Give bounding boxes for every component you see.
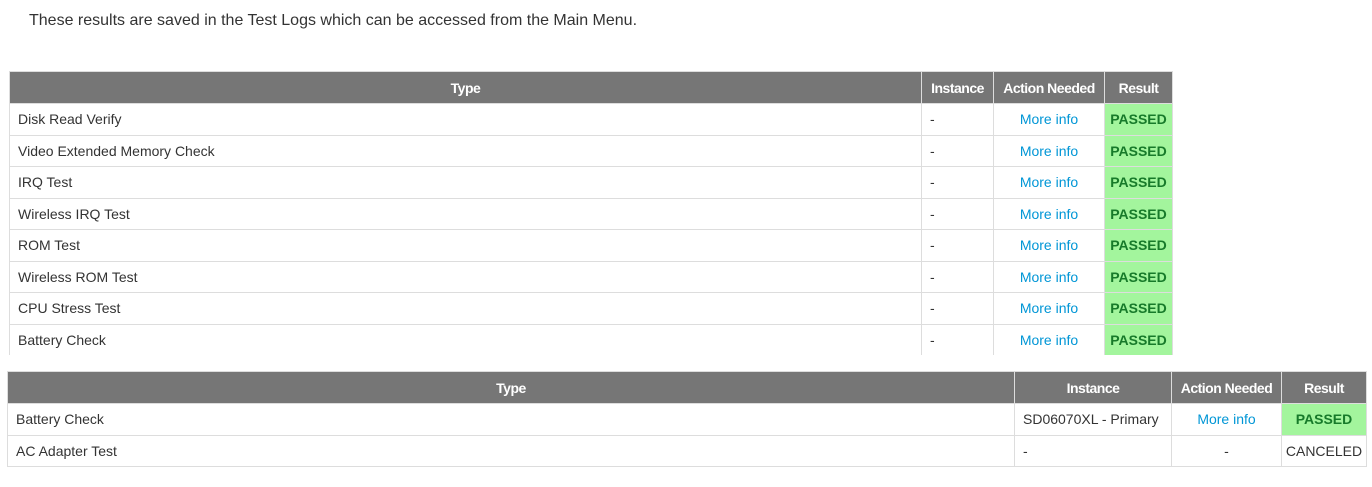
- table-row: Battery Check SD06070XL - Primary More i…: [7, 403, 1367, 436]
- results-table-battery: Type Instance Action Needed Result Batte…: [7, 371, 1367, 467]
- table-row: Wireless ROM Test - More info PASSED: [9, 260, 1173, 293]
- table-row: CPU Stress Test - More info PASSED: [9, 292, 1173, 325]
- action-cell: More info: [993, 197, 1105, 230]
- result-badge: PASSED: [1104, 323, 1173, 355]
- table-row: Wireless IRQ Test - More info PASSED: [9, 197, 1173, 230]
- instance-cell: -: [921, 134, 994, 167]
- action-cell: More info: [993, 292, 1105, 325]
- table-row: Disk Read Verify - More info PASSED: [9, 103, 1173, 136]
- col-result: Result: [1104, 71, 1173, 104]
- instance-cell: -: [921, 260, 994, 293]
- instance-cell: -: [921, 229, 994, 262]
- action-cell: More info: [993, 134, 1105, 167]
- table-row: Battery Check - More info PASSED: [9, 323, 1173, 355]
- result-badge: PASSED: [1104, 260, 1173, 293]
- type-cell: Battery Check: [7, 403, 1015, 436]
- action-cell: -: [1171, 434, 1282, 467]
- action-cell: More info: [993, 260, 1105, 293]
- result-badge: PASSED: [1104, 134, 1173, 167]
- more-info-link[interactable]: More info: [1019, 111, 1079, 128]
- type-cell: Disk Read Verify: [9, 103, 922, 136]
- more-info-link[interactable]: More info: [1019, 268, 1079, 285]
- more-info-link[interactable]: More info: [1019, 237, 1079, 254]
- type-cell: ROM Test: [9, 229, 922, 262]
- instance-cell: -: [921, 166, 994, 199]
- type-cell: IRQ Test: [9, 166, 922, 199]
- type-cell: CPU Stress Test: [9, 292, 922, 325]
- type-cell: Video Extended Memory Check: [9, 134, 922, 167]
- result-badge: CANCELED: [1281, 434, 1367, 467]
- col-type: Type: [7, 371, 1015, 404]
- more-info-link[interactable]: More info: [1019, 174, 1079, 191]
- more-info-link[interactable]: More info: [1019, 142, 1079, 159]
- result-badge: PASSED: [1104, 292, 1173, 325]
- result-badge: PASSED: [1281, 403, 1367, 436]
- more-info-link[interactable]: More info: [1197, 411, 1256, 428]
- results-table-system: Type Instance Action Needed Result Disk …: [9, 71, 1173, 355]
- more-info-link[interactable]: More info: [1019, 205, 1079, 222]
- table-row: AC Adapter Test - - CANCELED: [7, 434, 1367, 467]
- more-info-link[interactable]: More info: [1019, 300, 1079, 317]
- table-header: Type Instance Action Needed Result: [9, 71, 1173, 104]
- table-row: IRQ Test - More info PASSED: [9, 166, 1173, 199]
- instance-cell: -: [921, 197, 994, 230]
- col-action: Action Needed: [993, 71, 1105, 104]
- table-row: Video Extended Memory Check - More info …: [9, 134, 1173, 167]
- result-badge: PASSED: [1104, 166, 1173, 199]
- type-cell: Battery Check: [9, 323, 922, 355]
- more-info-link[interactable]: More info: [1019, 331, 1079, 348]
- col-action: Action Needed: [1171, 371, 1282, 404]
- type-cell: Wireless ROM Test: [9, 260, 922, 293]
- instance-cell: -: [1014, 434, 1172, 467]
- action-cell: More info: [993, 166, 1105, 199]
- action-cell: More info: [1171, 403, 1282, 436]
- col-type: Type: [9, 71, 922, 104]
- type-cell: AC Adapter Test: [7, 434, 1015, 467]
- col-instance: Instance: [921, 71, 994, 104]
- action-cell: More info: [993, 323, 1105, 355]
- table-row: ROM Test - More info PASSED: [9, 229, 1173, 262]
- table-header: Type Instance Action Needed Result: [7, 371, 1367, 404]
- result-badge: PASSED: [1104, 197, 1173, 230]
- action-cell: More info: [993, 103, 1105, 136]
- col-instance: Instance: [1014, 371, 1172, 404]
- action-text: -: [1224, 442, 1229, 459]
- result-badge: PASSED: [1104, 103, 1173, 136]
- col-result: Result: [1281, 371, 1367, 404]
- instance-cell: -: [921, 292, 994, 325]
- instance-cell: -: [921, 323, 994, 355]
- instance-cell: -: [921, 103, 994, 136]
- intro-text: These results are saved in the Test Logs…: [29, 12, 638, 29]
- action-cell: More info: [993, 229, 1105, 262]
- type-cell: Wireless IRQ Test: [9, 197, 922, 230]
- instance-cell: SD06070XL - Primary: [1014, 403, 1172, 436]
- result-badge: PASSED: [1104, 229, 1173, 262]
